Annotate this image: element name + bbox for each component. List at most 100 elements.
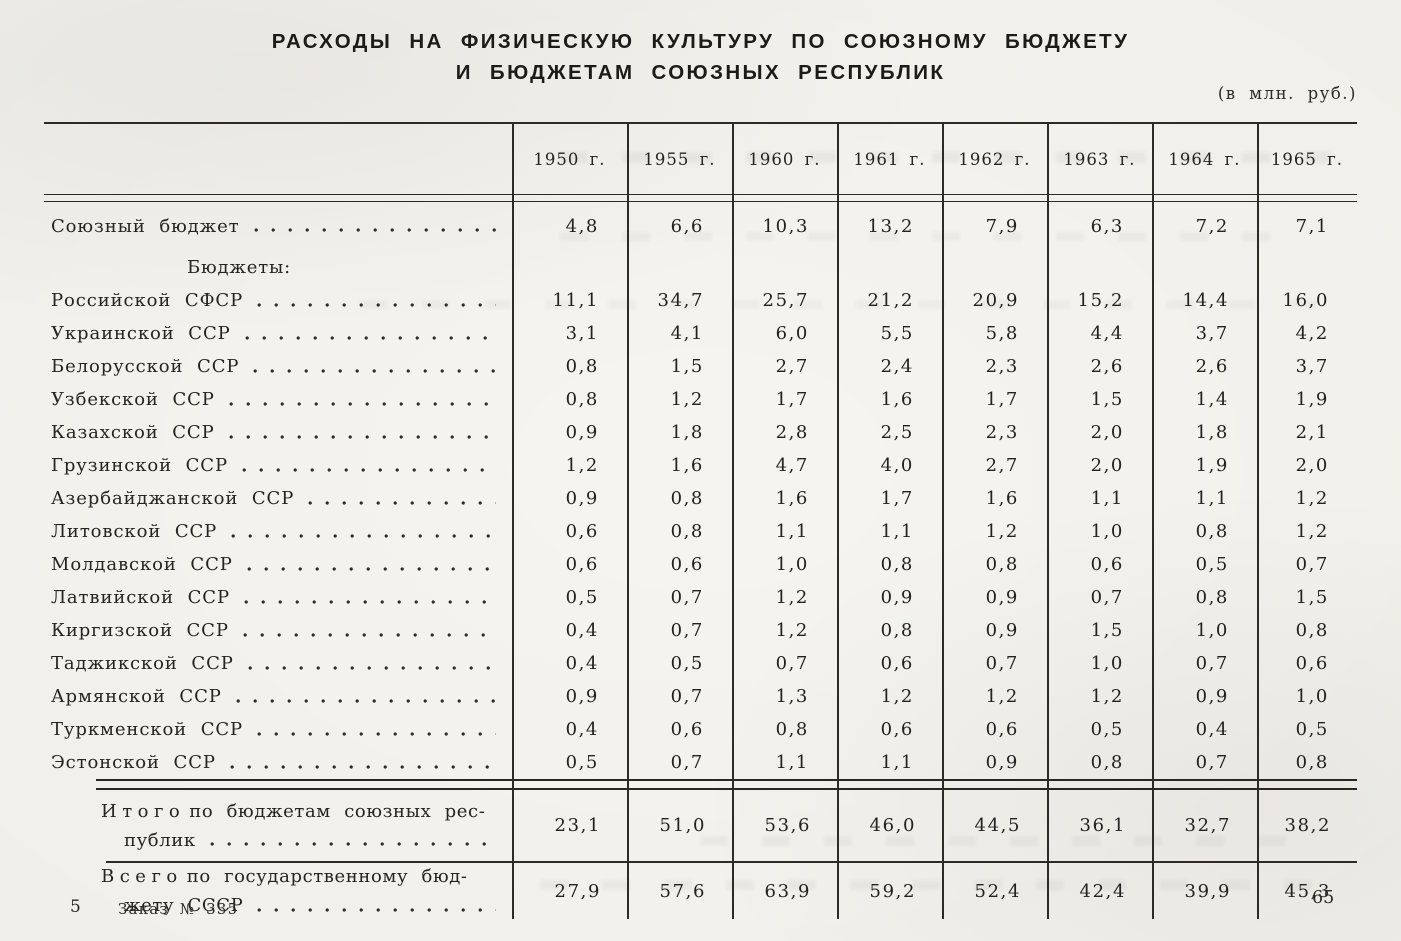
value-cell: 0,8 [670,521,704,542]
value-cell: 1,6 [670,455,704,476]
value-cell: 1,2 [985,686,1019,707]
group-heading: Бюджеты: [187,256,291,278]
year-column-header: 1965 г. [1270,149,1344,169]
value-cell: 15,2 [1077,290,1124,311]
value-cell: 14,4 [1182,290,1229,311]
value-cell: 5,5 [880,323,914,344]
totals-label-line2: публик [101,826,512,855]
value-cell: 1,0 [1090,653,1124,674]
value-cell: 1,9 [1295,389,1329,410]
totals-line2-text: жету СССР [124,895,244,916]
row-label-cell: Грузинской ССР [44,449,512,482]
row-label: Узбекской ССР [51,389,215,410]
value-cell: 2,1 [1295,422,1329,443]
value-cell: 39,9 [1184,880,1231,902]
value-cell: 0,7 [670,587,704,608]
dot-leader [246,565,496,572]
value-cell: 34,7 [657,290,704,311]
year-column-header: 1950 г. [533,149,606,169]
totals-row-republics: Итого по бюджетам союзных рес- публик 23,… [44,790,1357,861]
row-label: Азербайджанской ССР [51,488,295,509]
totals-line2-text: публик [124,829,196,851]
value-cell: 45,3 [1284,880,1331,902]
value-cell: 0,9 [985,752,1019,773]
value-cell: 1,7 [775,389,809,410]
dot-leader [242,466,496,473]
year-column-header: 1961 г. [853,149,926,169]
totals-label-line1: Всего по государственному бюд- [101,863,512,891]
table-body: Союзный бюджет 4,8 6,6 10,3 13,2 7,9 6,3 7,2 7,1… [44,202,1357,779]
dot-leader [228,433,496,440]
value-cell: 0,8 [1295,620,1329,641]
value-cell: 7,9 [985,215,1019,237]
table-row: Казахской ССР 0,9 1,8 2,8 2,5 2,3 2,0 1,8 2,1 [44,416,1357,449]
row-label-cell: Азербайджанской ССР [44,482,512,515]
value-cell: 1,7 [880,488,914,509]
value-cell: 1,0 [1295,686,1329,707]
value-cell: 6,6 [670,215,704,237]
totals-row-ussr: Всего по государственному бюд- жету СССР … [44,863,1357,919]
table-row: Союзный бюджет 4,8 6,6 10,3 13,2 7,9 6,3 7,2 7,1 [44,202,1357,250]
value-cell: 1,1 [880,752,914,773]
table-row: Латвийской ССР 0,5 0,7 1,2 0,9 0,9 0,7 0,8 1,5 [44,581,1357,614]
table-row: Киргизской ССР 0,4 0,7 1,2 0,8 0,9 1,5 1,0 0,8 [44,614,1357,647]
dot-leader [257,301,496,308]
page-title: РАСХОДЫ НА ФИЗИЧЕСКУЮ КУЛЬТУРУ ПО СОЮЗНО… [0,26,1401,88]
value-cell: 0,8 [1090,752,1124,773]
value-cell: 0,9 [985,587,1019,608]
value-cell: 36,1 [1079,815,1126,836]
dot-leader [229,763,496,770]
value-cell: 2,3 [985,422,1019,443]
value-cell: 0,6 [880,653,914,674]
row-label: Грузинской ССР [51,455,228,476]
value-cell: 0,6 [670,554,704,575]
table-row: Азербайджанской ССР 0,9 0,8 1,6 1,7 1,6 1,1 1,1… [44,482,1357,515]
value-cell: 0,9 [985,620,1019,641]
row-label: Молдавской ССР [51,554,233,575]
value-cell: 1,3 [775,686,809,707]
value-cell: 4,7 [775,455,809,476]
value-cell: 1,9 [1195,455,1229,476]
value-cell: 0,7 [670,620,704,641]
row-label-cell: Российской СФСР [44,284,512,317]
value-cell: 2,8 [775,422,809,443]
value-cell: 1,2 [670,389,704,410]
value-cell: 0,5 [1090,719,1124,740]
value-cell: 1,1 [880,521,914,542]
totals-word: Итого [101,800,186,822]
table-row: Эстонской ССР 0,5 0,7 1,1 1,1 0,9 0,8 0,7 0,8 [44,746,1357,779]
row-label: Белорусской ССР [51,356,240,377]
value-cell: 0,6 [565,554,599,575]
value-cell: 1,1 [775,521,809,542]
value-cell: 1,0 [1195,620,1229,641]
table-row: Грузинской ССР 1,2 1,6 4,7 4,0 2,7 2,0 1,9 2,0 [44,449,1357,482]
row-label-cell: Армянской ССР [44,680,512,713]
value-cell: 0,6 [1295,653,1329,674]
value-cell: 0,8 [565,356,599,377]
table-row: Литовской ССР 0,6 0,8 1,1 1,1 1,2 1,0 0,8 1,2 [44,515,1357,548]
table-row: Армянской ССР 0,9 0,7 1,3 1,2 1,2 1,2 0,9 1,0 [44,680,1357,713]
value-cell: 7,2 [1195,215,1229,237]
year-column-header: 1964 г. [1168,149,1241,169]
row-label-cell: Эстонской ССР [44,746,512,779]
row-label: Эстонской ССР [51,752,216,773]
page-title-line1: РАСХОДЫ НА ФИЗИЧЕСКУЮ КУЛЬТУРУ ПО СОЮЗНО… [271,30,1130,53]
value-cell: 25,7 [762,290,809,311]
value-cell: 1,1 [1090,488,1124,509]
value-cell: 1,7 [985,389,1019,410]
row-label-cell: Союзный бюджет [44,202,512,250]
row-label: Украинской ССР [51,323,231,344]
dot-leader [257,906,496,913]
value-cell: 23,1 [554,815,601,836]
value-cell: 0,7 [1090,587,1124,608]
totals-divider-rule [96,779,1357,790]
row-label-cell: Туркменской ССР [44,713,512,746]
value-cell: 3,1 [565,323,599,344]
totals-rest: по бюджетам союзных рес- [189,800,486,822]
table-header-row: 1950 г. 1955 г. 1960 г. 1961 г. 1962 г. 1963 … [44,124,1357,194]
totals-rest: по государственному бюд- [186,866,468,887]
totals-label-cell: Итого по бюджетам союзных рес- публик [44,790,512,861]
dot-leader [257,730,496,737]
value-cell: 0,6 [670,719,704,740]
